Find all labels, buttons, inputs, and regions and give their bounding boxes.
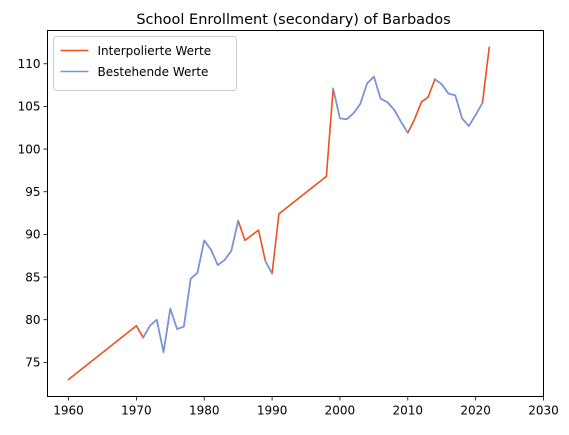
series-line-1 [67, 46, 491, 381]
y-axis: 75 80 85 90 95 100 105 110 [18, 57, 48, 370]
x-tick-label: 2010 [393, 404, 424, 418]
y-tick-label: 75 [25, 356, 40, 370]
plot-area [67, 46, 491, 381]
legend: Interpolierte Werte Bestehende Werte [53, 36, 237, 91]
x-tick-label: 1960 [53, 404, 84, 418]
y-tick-label: 80 [25, 313, 40, 327]
y-tick-label: 85 [25, 270, 40, 284]
series-line-2 [142, 75, 484, 353]
legend-label-1: Interpolierte Werte [98, 44, 212, 58]
y-tick-label: 90 [25, 228, 40, 242]
x-tick-label: 2030 [528, 404, 559, 418]
plot-frame [47, 30, 544, 397]
y-tick-label: 95 [25, 185, 40, 199]
x-tick-label: 2020 [460, 404, 491, 418]
y-tick-label: 110 [18, 57, 41, 71]
legend-label-2: Bestehende Werte [98, 65, 209, 79]
legend-box [53, 36, 237, 91]
chart-title: School Enrollment (secondary) of Barbado… [136, 12, 450, 28]
x-axis: 1960 1970 1980 1990 2000 2010 2020 2030 [53, 396, 559, 418]
x-tick-label: 1990 [257, 404, 288, 418]
y-tick-label: 105 [18, 100, 41, 114]
x-tick-label: 2000 [325, 404, 356, 418]
y-tick-label: 100 [18, 142, 41, 156]
x-tick-label: 1970 [121, 404, 152, 418]
x-tick-label: 1980 [189, 404, 220, 418]
